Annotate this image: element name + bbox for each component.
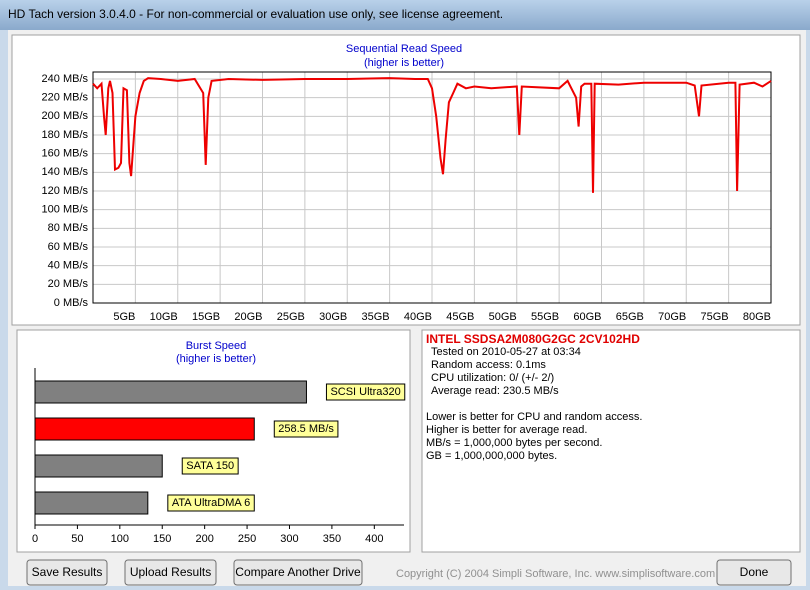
x-tick-label: 55GB xyxy=(531,311,559,323)
title-bar xyxy=(0,0,810,30)
x-tick-label: 5GB xyxy=(113,311,135,323)
info-panel xyxy=(421,329,801,553)
info-line: Average read: 230.5 MB/s xyxy=(431,385,559,397)
info-note: Higher is better for average read. xyxy=(426,424,587,436)
x-tick-label: 30GB xyxy=(319,311,347,323)
x-tick-label: 10GB xyxy=(150,311,178,323)
window-title: HD Tach version 3.0.4.0 - For non-commer… xyxy=(8,7,503,21)
y-tick-label: 60 MB/s xyxy=(48,241,89,253)
bar xyxy=(34,380,307,404)
info-line: CPU utilization: 0/ (+/- 2/) xyxy=(431,372,554,384)
y-tick-label: 240 MB/s xyxy=(42,73,89,85)
x-tick-label: 400 xyxy=(365,533,383,545)
button-label[interactable]: Upload Results xyxy=(130,565,211,579)
x-tick-label: 50GB xyxy=(489,311,517,323)
bar-label: 258.5 MB/s xyxy=(278,423,334,435)
x-tick-label: 200 xyxy=(195,533,213,545)
read-speed-line xyxy=(92,77,772,193)
x-tick-label: 300 xyxy=(280,533,298,545)
bar-label: SCSI Ultra320 xyxy=(330,386,400,398)
copyright: Copyright (C) 2004 Simpli Software, Inc.… xyxy=(396,568,715,580)
x-tick-label: 250 xyxy=(238,533,256,545)
x-tick-label: 100 xyxy=(111,533,129,545)
drive-name: INTEL SSDSA2M080G2GC 2CV102HD xyxy=(426,332,640,346)
x-tick-label: 45GB xyxy=(446,311,474,323)
y-tick-label: 140 MB/s xyxy=(42,166,89,178)
bar xyxy=(34,454,163,478)
y-tick-label: 80 MB/s xyxy=(48,222,89,234)
x-tick-label: 150 xyxy=(153,533,171,545)
x-tick-label: 0 xyxy=(32,533,38,545)
bar-label: SATA 150 xyxy=(186,460,234,472)
button[interactable] xyxy=(233,559,363,586)
x-tick-label: 15GB xyxy=(192,311,220,323)
x-tick-label: 80GB xyxy=(743,311,771,323)
x-tick-label: 75GB xyxy=(700,311,728,323)
x-tick-label: 70GB xyxy=(658,311,686,323)
button-label[interactable]: Compare Another Drive xyxy=(235,565,361,579)
burst-panel xyxy=(16,329,411,553)
button-label[interactable]: Done xyxy=(740,565,769,579)
bar-label-box xyxy=(167,494,255,512)
y-tick-label: 0 MB/s xyxy=(54,297,89,309)
y-tick-label: 220 MB/s xyxy=(42,92,89,104)
button-label[interactable]: Save Results xyxy=(32,565,103,579)
x-tick-label: 40GB xyxy=(404,311,432,323)
x-tick-label: 50 xyxy=(71,533,83,545)
bar-label-box xyxy=(273,420,339,438)
y-tick-label: 160 MB/s xyxy=(42,148,89,160)
chart-subtitle: (higher is better) xyxy=(176,353,256,365)
y-tick-label: 100 MB/s xyxy=(42,204,89,216)
chart-title: Sequential Read Speed xyxy=(346,43,462,55)
y-tick-label: 180 MB/s xyxy=(42,129,89,141)
y-tick-label: 40 MB/s xyxy=(48,260,89,272)
bar xyxy=(34,417,255,441)
bar-label-box xyxy=(181,457,239,475)
y-tick-label: 200 MB/s xyxy=(42,110,89,122)
x-tick-label: 25GB xyxy=(277,311,305,323)
button[interactable] xyxy=(716,559,792,586)
info-line: Tested on 2010-05-27 at 03:34 xyxy=(431,346,581,358)
bar-label-box xyxy=(325,383,406,401)
chart-subtitle: (higher is better) xyxy=(364,57,444,69)
plot-border xyxy=(92,71,772,304)
x-tick-label: 350 xyxy=(323,533,341,545)
bar xyxy=(34,491,149,515)
chart-title: Burst Speed xyxy=(186,340,247,352)
x-tick-label: 35GB xyxy=(361,311,389,323)
info-note: GB = 1,000,000,000 bytes. xyxy=(426,450,557,462)
y-tick-label: 20 MB/s xyxy=(48,278,89,290)
button[interactable] xyxy=(124,559,217,586)
info-note: Lower is better for CPU and random acces… xyxy=(426,411,642,423)
info-line: Random access: 0.1ms xyxy=(431,359,546,371)
bar-label: ATA UltraDMA 6 xyxy=(172,497,250,509)
x-tick-label: 60GB xyxy=(573,311,601,323)
info-note: MB/s = 1,000,000 bytes per second. xyxy=(426,437,602,449)
x-tick-label: 20GB xyxy=(234,311,262,323)
button[interactable] xyxy=(26,559,108,586)
x-tick-label: 65GB xyxy=(616,311,644,323)
y-tick-label: 120 MB/s xyxy=(42,185,89,197)
